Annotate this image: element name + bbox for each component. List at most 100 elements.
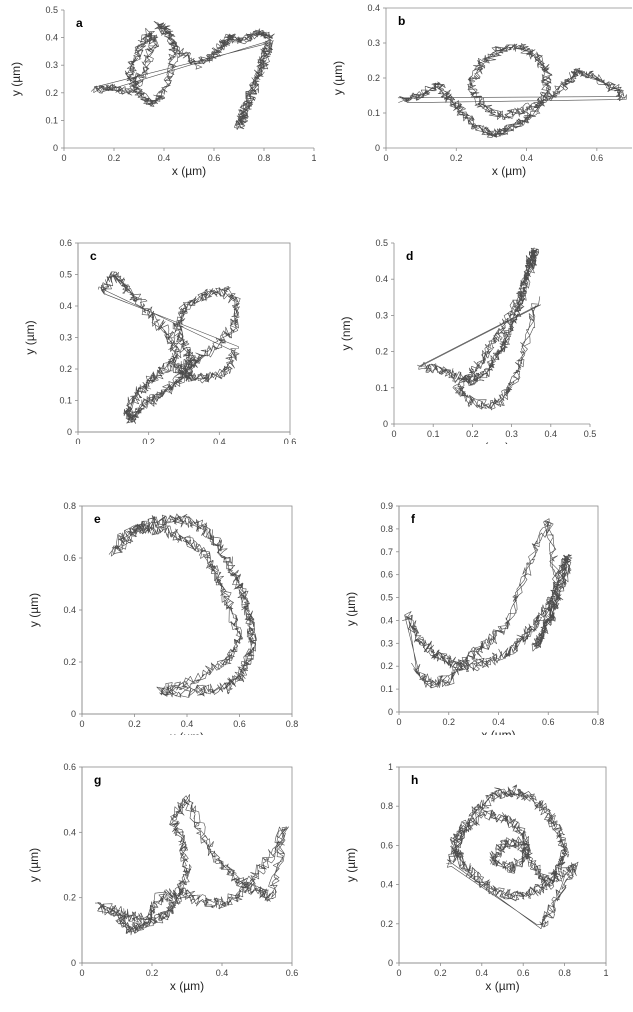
y-axis-label: y (µm): [331, 61, 345, 95]
x-axis-label: x (µm): [485, 979, 519, 993]
y-tick-label: 0: [383, 419, 388, 429]
trajectory-line: [446, 784, 579, 929]
y-tick-label: 0: [388, 707, 393, 717]
plot-frame: [81, 766, 293, 964]
y-tick-label: 0.8: [63, 501, 76, 511]
y-tick-label: 0: [71, 709, 76, 719]
x-tick-label: 0.6: [208, 153, 221, 163]
y-tick-label: 0.2: [367, 73, 380, 83]
x-tick-label: 0.2: [466, 429, 479, 439]
y-tick-label: 0.1: [375, 383, 388, 393]
panel-label: h: [411, 773, 418, 787]
x-tick-label: 0: [383, 153, 388, 163]
x-tick-label: 0: [75, 437, 80, 444]
y-tick-label: 0.3: [59, 333, 72, 343]
panel-label: c: [90, 249, 97, 263]
x-tick-label: 0.8: [558, 968, 571, 978]
y-tick-label: 0.8: [380, 524, 393, 534]
x-tick-label: 0.4: [476, 968, 489, 978]
panel-label: a: [76, 16, 83, 30]
panel-label: d: [406, 249, 413, 263]
y-axis-label: y (µm): [344, 848, 358, 882]
panel-a: 0 0.2 0.4 0.6 0.8 1 0 0.1 0.2 0.3 0.4 0.5 x (µm) y (µ…: [9, 5, 316, 178]
y-axis-label: y (nm): [339, 317, 353, 351]
y-tick-label: 0.2: [380, 919, 393, 929]
x-tick-label: 0: [396, 717, 401, 727]
panel-b: 0 0.2 0.4 0.600.10.20.30.4x (µm)y (µm)b: [331, 3, 632, 178]
y-tick-label: 0.4: [63, 827, 76, 837]
panel-label: e: [94, 512, 101, 526]
x-tick-label: 0.6: [517, 968, 530, 978]
y-tick-label: 0: [375, 143, 380, 153]
y-axis-label: y (µm): [344, 592, 358, 626]
trajectory-line: [94, 794, 289, 936]
x-tick-label: 0.1: [427, 429, 440, 439]
y-tick-label: 0.1: [367, 108, 380, 118]
x-tick-label: 0.6: [284, 437, 297, 444]
y-tick-label: 0.4: [63, 605, 76, 615]
x-axis-label: x (µm): [481, 728, 515, 735]
y-tick-label: 0.2: [45, 88, 58, 98]
y-tick-label: 0.2: [63, 893, 76, 903]
x-tick-label: 0.4: [216, 968, 229, 978]
x-tick-label: 1: [311, 153, 316, 163]
x-tick-label: 0.5: [584, 429, 597, 439]
x-tick-label: 0.8: [286, 719, 299, 729]
x-tick-label: 0.2: [128, 719, 141, 729]
y-tick-label: 0.6: [380, 840, 393, 850]
panel-c: 00.20.40.600.10.20.30.40.50.6x (µm)y (µm…: [23, 238, 297, 444]
y-tick-label: 0.5: [375, 238, 388, 248]
y-tick-label: 0.3: [380, 638, 393, 648]
x-axis-label: x (µm): [170, 979, 204, 993]
y-tick-label: 0.4: [59, 301, 72, 311]
y-tick-label: 0.1: [380, 684, 393, 694]
y-tick-label: 0.4: [380, 615, 393, 625]
trajectory-line: [97, 271, 241, 424]
x-tick-label: 0.4: [492, 717, 505, 727]
panel-e: 0 0.2 0.4 0.6 0.8 0 0.2 0.4 0.6 0.8 x (µm) y (µm) e: [27, 501, 299, 735]
x-tick-label: 0.6: [286, 968, 299, 978]
y-axis-label: y (µm): [23, 320, 37, 354]
y-tick-label: 0.4: [380, 880, 393, 890]
y-tick-label: 0.2: [59, 364, 72, 374]
x-tick-label: 0.2: [142, 437, 155, 444]
y-axis-label: y (µm): [9, 62, 23, 96]
x-tick-label: 0.8: [592, 717, 605, 727]
trajectory-line: [402, 518, 573, 689]
x-tick-label: 0.2: [108, 153, 121, 163]
x-axis-label: x (µm): [170, 730, 204, 735]
x-tick-label: 0.4: [545, 429, 558, 439]
x-axis-label: x (µm): [475, 440, 509, 444]
x-tick-label: 0.4: [520, 153, 533, 163]
panel-h: 0 0.2 0.4 0.6 0.8 1 0 0.2 0.4 0.6 0.8 1 x (µm) y (µm)…: [344, 762, 609, 993]
y-tick-label: 0: [388, 958, 393, 968]
y-tick-label: 0.5: [45, 5, 58, 15]
x-tick-label: 0.6: [591, 153, 604, 163]
y-tick-label: 0.4: [367, 3, 380, 13]
y-tick-label: 0.1: [45, 115, 58, 125]
trajectory-line: [90, 21, 275, 130]
trajectory-line: [397, 43, 627, 138]
x-tick-label: 0: [61, 153, 66, 163]
x-tick-label: 0.2: [442, 717, 455, 727]
y-tick-label: 0.2: [375, 347, 388, 357]
y-tick-label: 0.1: [59, 396, 72, 406]
x-tick-label: 0.8: [258, 153, 271, 163]
y-tick-label: 1: [388, 762, 393, 772]
x-tick-label: 0.4: [213, 437, 226, 444]
y-axis-label: y (µm): [27, 848, 41, 882]
x-tick-label: 0: [391, 429, 396, 439]
x-axis-label: x (µm): [172, 164, 206, 178]
y-tick-label: 0.2: [63, 657, 76, 667]
y-tick-label: 0.3: [45, 60, 58, 70]
x-axis-label: x (µm): [492, 164, 526, 178]
x-tick-label: 0.2: [434, 968, 447, 978]
y-tick-label: 0.5: [380, 593, 393, 603]
panel-d: 0 0.1 0.2 0.3 0.4 0.5 0 0.1 0.2 0.3 0.4 0.5 x (µm) y …: [339, 238, 597, 444]
x-tick-label: 0.3: [505, 429, 518, 439]
y-tick-label: 0.3: [367, 38, 380, 48]
x-tick-label: 1: [603, 968, 608, 978]
y-tick-label: 0.4: [375, 274, 388, 284]
x-tick-label: 0.6: [542, 717, 555, 727]
y-tick-label: 0.5: [59, 270, 72, 280]
